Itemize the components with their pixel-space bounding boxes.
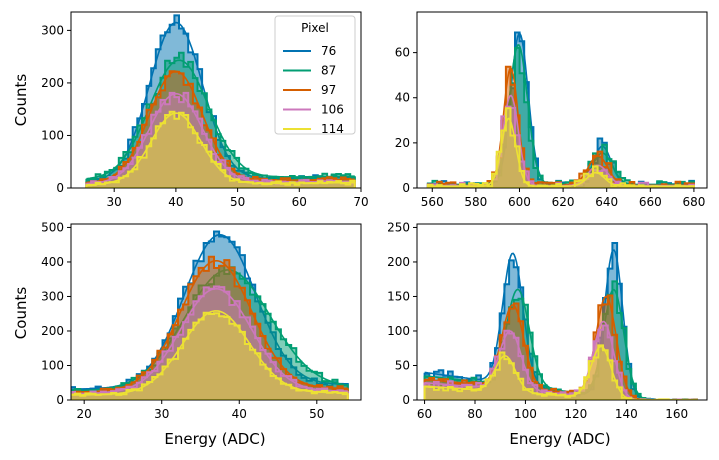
fit-curve-series-114 — [427, 117, 694, 187]
fit-curve-series-106 — [71, 288, 348, 395]
x-tick-label: 60 — [292, 195, 307, 209]
x-tick-label: 100 — [514, 407, 537, 421]
x-tick-label: 140 — [615, 407, 638, 421]
x-axis-label-right: Energy (ADC) — [509, 430, 610, 448]
y-tick-label: 60 — [395, 46, 410, 60]
x-tick-label: 20 — [77, 407, 92, 421]
legend-label-87: 87 — [321, 64, 336, 78]
axes-frame — [416, 223, 708, 401]
fit-curve-series-106 — [86, 92, 355, 185]
y-axis-label-top: Counts — [12, 74, 30, 127]
fit-curve-series-114 — [71, 310, 348, 396]
y-tick-label: 300 — [41, 289, 64, 303]
histogram-series-106 — [426, 105, 695, 188]
y-axis-label-bottom: Counts — [12, 287, 30, 340]
x-tick-label: 30 — [107, 195, 122, 209]
y-tick-label: 400 — [41, 255, 64, 269]
fit-curve-series-106 — [427, 94, 694, 187]
x-tick-label: 50 — [230, 195, 245, 209]
plot-area — [85, 14, 356, 188]
legend-label-97: 97 — [321, 83, 336, 97]
y-tick-label: 250 — [387, 220, 410, 234]
y-tick-label: 100 — [41, 358, 64, 372]
y-tick-label: 500 — [41, 220, 64, 234]
histogram-series-87 — [426, 46, 695, 188]
fit-curve-series-114 — [424, 345, 697, 400]
x-tick-label: 620 — [552, 195, 575, 209]
fit-curve-series-114 — [86, 112, 355, 186]
x-tick-label: 640 — [595, 195, 618, 209]
fit-curve-series-97 — [86, 70, 355, 184]
fit-curve-series-87 — [427, 44, 694, 186]
histogram-series-114 — [426, 107, 695, 188]
histogram-series-76 — [426, 31, 695, 188]
y-tick-label: 50 — [395, 358, 410, 372]
y-tick-label: 300 — [41, 23, 64, 37]
x-tick-label: 160 — [665, 407, 688, 421]
panel-top-right: 560 580 600 620 640 660 680 0 20 40 60 — [395, 11, 708, 209]
legend-title: Pixel — [301, 21, 329, 35]
plot-area — [426, 31, 695, 188]
y-tick-label: 100 — [41, 128, 64, 142]
x-tick-label: 60 — [417, 407, 432, 421]
axes-frame — [416, 11, 708, 189]
legend-box — [274, 15, 356, 135]
fit-curve-series-76 — [427, 32, 694, 186]
panel-top-left: 30 40 50 60 70 0 100 200 300 Pixel 76 87 97 106 114 — [41, 11, 369, 209]
x-tick-label: 40 — [232, 407, 247, 421]
x-tick-label: 120 — [564, 407, 587, 421]
y-tick-label: 0 — [56, 181, 64, 195]
x-axis-label-left: Energy (ADC) — [164, 430, 265, 448]
x-tick-label: 80 — [467, 407, 482, 421]
y-tick-label: 150 — [387, 289, 410, 303]
x-tick-label: 30 — [154, 407, 169, 421]
plot-area — [423, 242, 698, 400]
x-tick-label: 40 — [168, 195, 183, 209]
x-tick-label: 660 — [639, 195, 662, 209]
y-tick-label: 40 — [395, 91, 410, 105]
y-tick-label: 200 — [41, 324, 64, 338]
y-tick-label: 0 — [402, 181, 410, 195]
fit-curve-series-87 — [86, 59, 355, 180]
fit-curve-series-97 — [427, 66, 694, 187]
fit-curve-series-97 — [71, 260, 348, 393]
x-tick-label: 560 — [421, 195, 444, 209]
legend-label-106: 106 — [321, 103, 344, 117]
axes-frame — [70, 223, 362, 401]
x-tick-label: 680 — [682, 195, 705, 209]
legend-label-114: 114 — [321, 122, 344, 136]
axes-frame — [70, 11, 362, 189]
y-tick-label: 0 — [56, 393, 64, 407]
legend-label-76: 76 — [321, 44, 336, 58]
panel-bottom-right: 60 80 100 120 140 160 0 50 100 150 200 250 — [387, 220, 708, 421]
y-tick-label: 100 — [387, 324, 410, 338]
x-tick-label: 600 — [508, 195, 531, 209]
plot-area — [71, 230, 349, 400]
x-tick-label: 50 — [309, 407, 324, 421]
histogram-series-76 — [423, 242, 697, 400]
x-tick-label: 70 — [353, 195, 368, 209]
histogram-series-97 — [426, 65, 695, 188]
y-tick-label: 200 — [387, 255, 410, 269]
y-tick-label: 200 — [41, 76, 64, 90]
x-tick-label: 580 — [464, 195, 487, 209]
legend: Pixel 76 87 97 106 114 — [274, 15, 356, 136]
y-tick-label: 20 — [395, 136, 410, 150]
y-tick-label: 0 — [402, 393, 410, 407]
fit-curve-series-76 — [424, 249, 697, 400]
